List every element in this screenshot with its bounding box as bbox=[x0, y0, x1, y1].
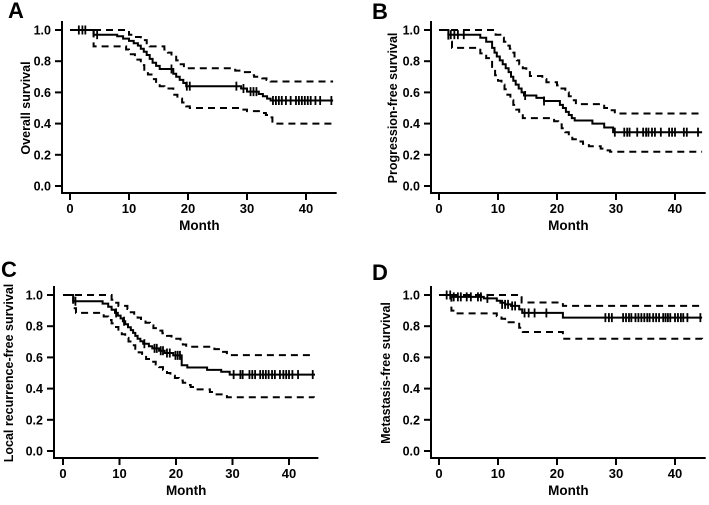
x-tick-label: 20 bbox=[169, 466, 183, 481]
panel-metastasis-free-survival: D 0.0 0.2 0.4 0.6 0.8 1.0 0 10 20 30 40 Month Metast… bbox=[355, 253, 709, 505]
y-tick-label: 1.0 bbox=[403, 289, 420, 303]
x-tick-label: 30 bbox=[609, 201, 623, 216]
y-tick-label: 0.8 bbox=[26, 320, 43, 334]
y-tick-label: 0.6 bbox=[403, 351, 420, 365]
y-tick-label: 0.4 bbox=[403, 382, 420, 396]
x-tick-label: 10 bbox=[491, 466, 505, 481]
y-tick-label: 0.0 bbox=[403, 180, 420, 194]
x-tick-label: 10 bbox=[112, 466, 126, 481]
ci-curve bbox=[70, 29, 334, 83]
ci-curve bbox=[439, 29, 703, 153]
y-axis-title: Progression-free survival bbox=[386, 33, 400, 184]
y-axis-title: Overall survival bbox=[19, 61, 33, 154]
panel-progression-free-survival: B 0.0 0.2 0.4 0.6 0.8 1.0 0 10 20 30 40 Month Progre… bbox=[355, 0, 709, 252]
km-curve bbox=[63, 294, 315, 376]
x-tick-label: 40 bbox=[282, 466, 296, 481]
y-axis-title: Local recurrence-free survival bbox=[2, 284, 16, 463]
x-axis-title: Month bbox=[166, 483, 206, 498]
km-plot-overall-survival: 0.0 0.2 0.4 0.6 0.8 1.0 0 10 20 30 40 Month Overall … bbox=[19, 21, 337, 233]
x-tick-label: 0 bbox=[435, 201, 442, 216]
y-tick-label: 0.6 bbox=[26, 351, 43, 365]
y-axis-title: Metastasis-free survival bbox=[379, 302, 393, 444]
panel-label-b: B bbox=[372, 0, 388, 24]
y-tick-label: 0.2 bbox=[34, 148, 51, 162]
y-tick-label: 0.0 bbox=[403, 445, 420, 459]
y-tick-label: 0.0 bbox=[34, 180, 51, 194]
y-tick-label: 0.4 bbox=[403, 117, 420, 131]
axis-lines bbox=[430, 286, 706, 459]
y-tick-label: 0.4 bbox=[26, 382, 43, 396]
x-axis-title: Month bbox=[548, 218, 588, 233]
panel-local-recurrence-free-survival: C 0.0 0.2 0.4 0.6 0.8 1.0 0 10 20 30 40 Month Local … bbox=[0, 253, 354, 505]
km-curve bbox=[70, 29, 334, 102]
axis-lines bbox=[430, 21, 706, 194]
x-tick-label: 0 bbox=[59, 466, 66, 481]
y-tick-label: 0.8 bbox=[403, 55, 420, 69]
ci-curve bbox=[70, 29, 334, 125]
x-axis-title: Month bbox=[179, 218, 219, 233]
ci-curve bbox=[63, 294, 315, 399]
y-tick-label: 1.0 bbox=[26, 289, 43, 303]
x-tick-label: 20 bbox=[181, 201, 195, 216]
y-tick-label: 0.8 bbox=[34, 55, 51, 69]
y-tick-label: 1.0 bbox=[34, 24, 51, 38]
y-tick-label: 0.2 bbox=[26, 413, 43, 427]
x-tick-label: 20 bbox=[550, 201, 564, 216]
x-tick-label: 40 bbox=[668, 466, 682, 481]
x-tick-label: 40 bbox=[299, 201, 313, 216]
x-tick-label: 30 bbox=[225, 466, 239, 481]
x-axis-title: Month bbox=[548, 483, 588, 498]
ci-curve bbox=[439, 29, 703, 115]
y-tick-label: 0.6 bbox=[34, 86, 51, 100]
panel-overall-survival: A 0.0 0.2 0.4 0.6 0.8 1.0 0 10 20 30 40 Month Overal… bbox=[0, 0, 354, 252]
y-tick-label: 0.6 bbox=[403, 86, 420, 100]
axis-lines bbox=[61, 21, 337, 194]
y-tick-label: 0.2 bbox=[403, 148, 420, 162]
panel-label-d: D bbox=[372, 260, 388, 285]
y-tick-label: 0.0 bbox=[26, 445, 43, 459]
y-tick-label: 0.8 bbox=[403, 320, 420, 334]
km-plot-local-recurrence-free-survival: 0.0 0.2 0.4 0.6 0.8 1.0 0 10 20 30 40 Month Local re… bbox=[2, 284, 319, 498]
km-curve bbox=[439, 29, 703, 134]
y-tick-label: 0.4 bbox=[34, 117, 51, 131]
ci-curve bbox=[439, 294, 703, 307]
x-tick-label: 30 bbox=[609, 466, 623, 481]
y-tick-label: 1.0 bbox=[403, 24, 420, 38]
km-plot-progression-free-survival: 0.0 0.2 0.4 0.6 0.8 1.0 0 10 20 30 40 Month Progress… bbox=[386, 21, 706, 233]
ci-curve bbox=[63, 294, 314, 357]
km-plot-metastasis-free-survival: 0.0 0.2 0.4 0.6 0.8 1.0 0 10 20 30 40 Month Metastas… bbox=[379, 286, 706, 498]
y-tick-label: 0.2 bbox=[403, 413, 420, 427]
panel-label-c: C bbox=[1, 257, 17, 282]
x-tick-label: 0 bbox=[435, 466, 442, 481]
x-tick-label: 20 bbox=[550, 466, 564, 481]
ci-curve bbox=[439, 294, 704, 340]
x-tick-label: 30 bbox=[240, 201, 254, 216]
x-tick-label: 0 bbox=[66, 201, 73, 216]
x-tick-label: 10 bbox=[122, 201, 136, 216]
panel-label-a: A bbox=[8, 0, 24, 23]
x-tick-label: 10 bbox=[491, 201, 505, 216]
axis-lines bbox=[53, 286, 319, 459]
x-tick-label: 40 bbox=[668, 201, 682, 216]
